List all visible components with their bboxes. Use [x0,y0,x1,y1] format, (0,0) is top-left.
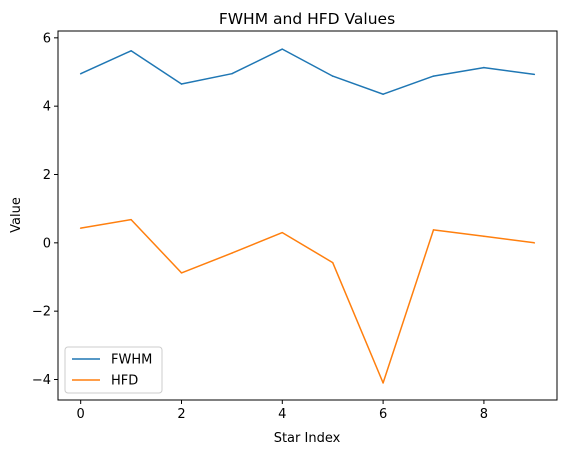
legend-label-fwhm: FWHM [111,353,152,368]
x-tick-label: 0 [77,407,85,422]
data-point-fwhm [331,75,334,77]
data-point-hfd [281,231,284,234]
data-point-hfd [331,261,334,264]
data-point-fwhm [382,93,384,95]
series-line-hfd [80,218,535,384]
y-tick-label: 0 [43,236,51,251]
data-point-hfd [231,252,233,254]
x-tick-label: 4 [278,407,286,422]
data-point-hfd [533,242,536,244]
chart-title: FWHM and HFD Values [219,10,395,28]
data-point-fwhm [180,83,183,85]
plot-area [57,30,558,401]
x-tick-label: 6 [379,407,387,422]
data-point-hfd [130,218,132,221]
data-point-hfd [79,227,82,229]
data-point-hfd [382,382,384,384]
data-point-fwhm [432,75,435,77]
data-point-fwhm [483,66,485,69]
y-tick-label: 6 [43,31,51,46]
data-point-fwhm [231,72,233,75]
y-tick-label: −2 [32,305,51,320]
data-point-hfd [432,229,435,231]
y-axis-label: Value [9,197,24,233]
data-point-fwhm [130,50,132,52]
y-tick-label: −4 [32,373,51,388]
data-point-hfd [180,272,183,274]
y-tick-label: 2 [43,168,51,183]
x-tick-label: 2 [177,407,185,422]
x-axis-label: Star Index [274,431,341,446]
data-point-fwhm [533,73,536,76]
data-point-hfd [483,235,485,238]
legend-label-hfd: HFD [111,374,138,389]
series-line-fwhm [80,48,535,95]
data-point-fwhm [79,72,82,75]
x-axis: 0 2 4 6 8 [77,400,488,422]
series-layer [79,48,536,384]
y-axis: −4 −2 0 2 4 6 [32,31,58,388]
y-tick-label: 4 [43,100,51,115]
x-tick-label: 8 [480,407,488,422]
data-point-fwhm [281,48,284,50]
legend: FWHM HFD [64,346,163,394]
